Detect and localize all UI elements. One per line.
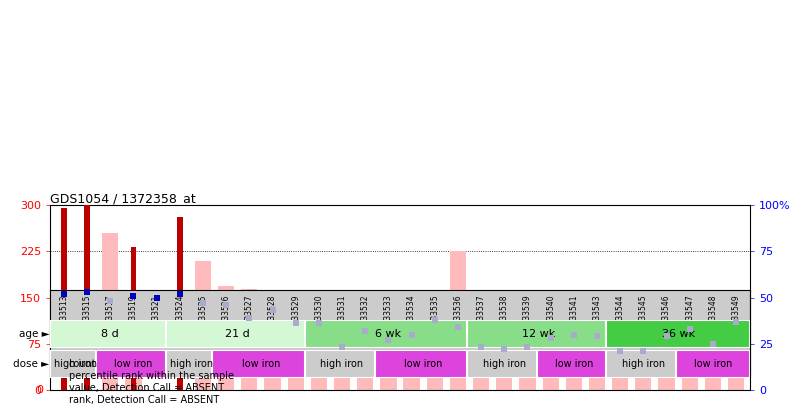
Text: GSM33543: GSM33543	[592, 294, 601, 336]
Text: GSM33544: GSM33544	[616, 294, 625, 336]
Bar	[195, 260, 211, 390]
Bar	[288, 317, 304, 390]
Bar	[334, 350, 350, 390]
Bar	[589, 299, 605, 390]
Text: GSM33540: GSM33540	[546, 294, 555, 336]
Text: GSM33548: GSM33548	[708, 294, 717, 336]
Text: high iron: high iron	[170, 359, 213, 369]
Text: GSM33547: GSM33547	[685, 294, 694, 336]
Text: GSM33526: GSM33526	[222, 294, 231, 336]
Text: count: count	[69, 359, 96, 369]
Text: GSM33535: GSM33535	[430, 294, 439, 336]
Bar	[241, 290, 257, 390]
Bar	[566, 336, 582, 390]
Text: GSM33532: GSM33532	[361, 294, 370, 336]
Bar	[218, 286, 235, 390]
Text: GSM33533: GSM33533	[384, 294, 393, 336]
Text: low iron: low iron	[694, 359, 732, 369]
Text: GSM33538: GSM33538	[500, 294, 509, 336]
Bar	[380, 333, 397, 390]
Text: 36 wk: 36 wk	[662, 329, 695, 339]
Text: 0: 0	[36, 385, 43, 395]
Bar	[97, 350, 171, 378]
Bar	[612, 364, 629, 390]
Bar	[311, 317, 327, 390]
Bar	[264, 294, 280, 390]
Bar	[50, 350, 101, 378]
Text: GSM33524: GSM33524	[175, 294, 185, 336]
Bar	[404, 330, 420, 390]
Bar	[675, 350, 750, 378]
Bar	[519, 349, 536, 390]
Bar	[50, 320, 171, 348]
Text: GSM33530: GSM33530	[314, 294, 323, 336]
Bar	[450, 251, 466, 390]
Text: GSM33525: GSM33525	[198, 294, 207, 336]
Bar	[131, 247, 136, 390]
Bar	[166, 350, 217, 378]
Text: GSM33546: GSM33546	[662, 294, 671, 336]
Bar	[85, 205, 90, 390]
Text: GSM33527: GSM33527	[245, 294, 254, 336]
Text: high iron: high iron	[621, 359, 665, 369]
Bar	[177, 217, 183, 390]
Bar	[682, 336, 698, 390]
Text: rank, Detection Call = ABSENT: rank, Detection Call = ABSENT	[69, 395, 218, 405]
Bar	[704, 345, 721, 390]
Text: low iron: low iron	[404, 359, 442, 369]
Bar	[606, 350, 680, 378]
Text: low iron: low iron	[242, 359, 280, 369]
Bar	[537, 350, 611, 378]
Bar	[166, 320, 310, 348]
Text: low iron: low iron	[555, 359, 593, 369]
Text: GSM33513: GSM33513	[60, 294, 69, 336]
Text: GSM33528: GSM33528	[268, 294, 277, 336]
Text: GSM33515: GSM33515	[82, 294, 92, 336]
Bar	[61, 208, 67, 390]
Text: GSM33531: GSM33531	[338, 294, 347, 336]
Text: 6 wk: 6 wk	[376, 329, 401, 339]
Bar	[542, 336, 559, 390]
Text: GSM33545: GSM33545	[639, 294, 648, 336]
Bar	[606, 320, 750, 348]
Bar	[635, 361, 651, 390]
Bar	[305, 350, 379, 378]
Text: GSM33517: GSM33517	[106, 294, 114, 336]
Bar	[125, 301, 142, 390]
Text: GSM33519: GSM33519	[129, 294, 138, 336]
Text: GSM33539: GSM33539	[523, 294, 532, 336]
Bar	[102, 233, 118, 390]
Text: 8 d: 8 d	[102, 329, 119, 339]
Text: GSM33537: GSM33537	[476, 294, 486, 336]
Bar	[357, 324, 373, 390]
Text: high iron: high iron	[321, 359, 364, 369]
Text: GSM33521: GSM33521	[152, 294, 161, 336]
Text: GSM33549: GSM33549	[732, 294, 741, 336]
Bar	[212, 350, 310, 378]
Text: GSM33536: GSM33536	[454, 294, 463, 336]
Text: low iron: low iron	[114, 359, 152, 369]
Text: high iron: high iron	[54, 359, 97, 369]
Bar	[467, 320, 611, 348]
Bar	[496, 345, 513, 390]
Text: percentile rank within the sample: percentile rank within the sample	[69, 371, 234, 381]
Text: GSM33541: GSM33541	[569, 294, 579, 336]
Text: age ►: age ►	[19, 329, 49, 339]
Text: value, Detection Call = ABSENT: value, Detection Call = ABSENT	[69, 383, 223, 393]
Bar	[375, 350, 472, 378]
Text: 12 wk: 12 wk	[522, 329, 555, 339]
Text: high iron: high iron	[483, 359, 526, 369]
Bar	[728, 320, 744, 390]
Text: GSM33529: GSM33529	[291, 294, 300, 336]
Text: GDS1054 / 1372358_at: GDS1054 / 1372358_at	[50, 192, 196, 205]
Bar	[473, 345, 489, 390]
Bar	[426, 314, 442, 390]
Bar	[659, 336, 675, 390]
Bar	[467, 350, 542, 378]
Text: dose ►: dose ►	[14, 359, 49, 369]
Bar	[305, 320, 472, 348]
Text: GSM33534: GSM33534	[407, 294, 416, 336]
Text: 21 d: 21 d	[226, 329, 250, 339]
